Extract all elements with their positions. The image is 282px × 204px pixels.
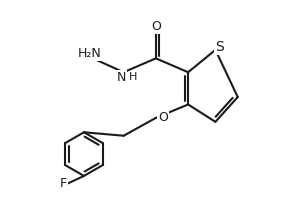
Text: O: O xyxy=(158,111,168,124)
Text: H: H xyxy=(128,72,137,82)
Text: S: S xyxy=(215,40,224,54)
Text: F: F xyxy=(60,177,67,190)
Text: N: N xyxy=(117,71,126,84)
Text: H₂N: H₂N xyxy=(78,47,102,60)
Text: O: O xyxy=(151,20,161,33)
